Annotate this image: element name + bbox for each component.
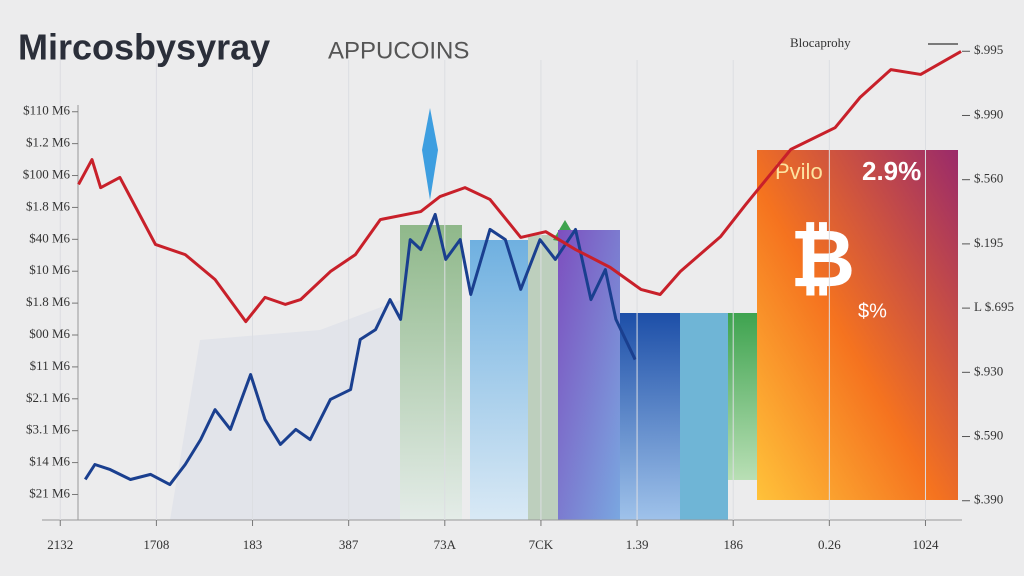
y2-tick-label: $.390	[974, 492, 1003, 507]
y-tick-label: $11 M6	[30, 358, 71, 373]
x-tick-label: 1.39	[626, 537, 649, 552]
callout-value: 2.9%	[862, 156, 921, 186]
backdrop	[170, 300, 400, 520]
x-tick-label: 387	[339, 537, 359, 552]
column	[728, 313, 757, 480]
y-tick-label: $21 M6	[29, 485, 70, 500]
callout-label: Pvilo	[775, 159, 823, 184]
y-tick-label: $110 M6	[23, 103, 70, 118]
x-tick-label: 2132	[47, 537, 73, 552]
y2-tick-label: $.995	[974, 42, 1003, 57]
x-tick-label: 0.26	[818, 537, 841, 552]
column	[680, 313, 728, 520]
callout-symbol: ₿	[790, 214, 855, 303]
y-tick-label: $14 M6	[29, 454, 70, 469]
y-tick-label: $2.1 M6	[26, 390, 71, 405]
y-tick-label: $10 M6	[29, 262, 70, 277]
y-tick-label: $40 M6	[29, 230, 70, 245]
y2-tick-label: $.560	[974, 171, 1003, 186]
y-tick-label: $1.8 M6	[26, 198, 71, 213]
legend-label: Blocaprohy	[790, 35, 851, 50]
column	[400, 225, 462, 520]
y2-tick-label: $.195	[974, 235, 1003, 250]
line	[77, 50, 962, 324]
spike	[422, 108, 438, 200]
y2-tick-label: $.990	[974, 106, 1003, 121]
x-tick-label: 183	[243, 537, 263, 552]
x-tick-label: 1024	[912, 537, 939, 552]
column	[528, 235, 558, 520]
decor	[170, 108, 958, 520]
x-tick-label: 7CK	[529, 537, 554, 552]
y-tick-label: $3.1 M6	[26, 422, 71, 437]
x-tick-label: 73A	[434, 537, 457, 552]
y2-tick-label: $.930	[974, 363, 1003, 378]
column	[558, 230, 620, 520]
chart-subtitle: APPUCOINS	[328, 37, 469, 64]
x-tick-label: 1708	[143, 537, 169, 552]
y-tick-label: $1.2 M6	[26, 135, 71, 150]
callout-note: $%	[858, 300, 887, 322]
y2-tick-label: $.590	[974, 428, 1003, 443]
y-tick-label: $1.8 M6	[26, 294, 71, 309]
chart-title: Mircosbysyray	[18, 27, 270, 68]
x-tick-label: 186	[723, 537, 743, 552]
callout-box	[757, 150, 958, 500]
y-tick-label: $100 M6	[23, 167, 71, 182]
y-tick-label: $00 M6	[29, 326, 70, 341]
y2-tick-label: L $.695	[974, 299, 1014, 314]
line	[83, 212, 637, 487]
